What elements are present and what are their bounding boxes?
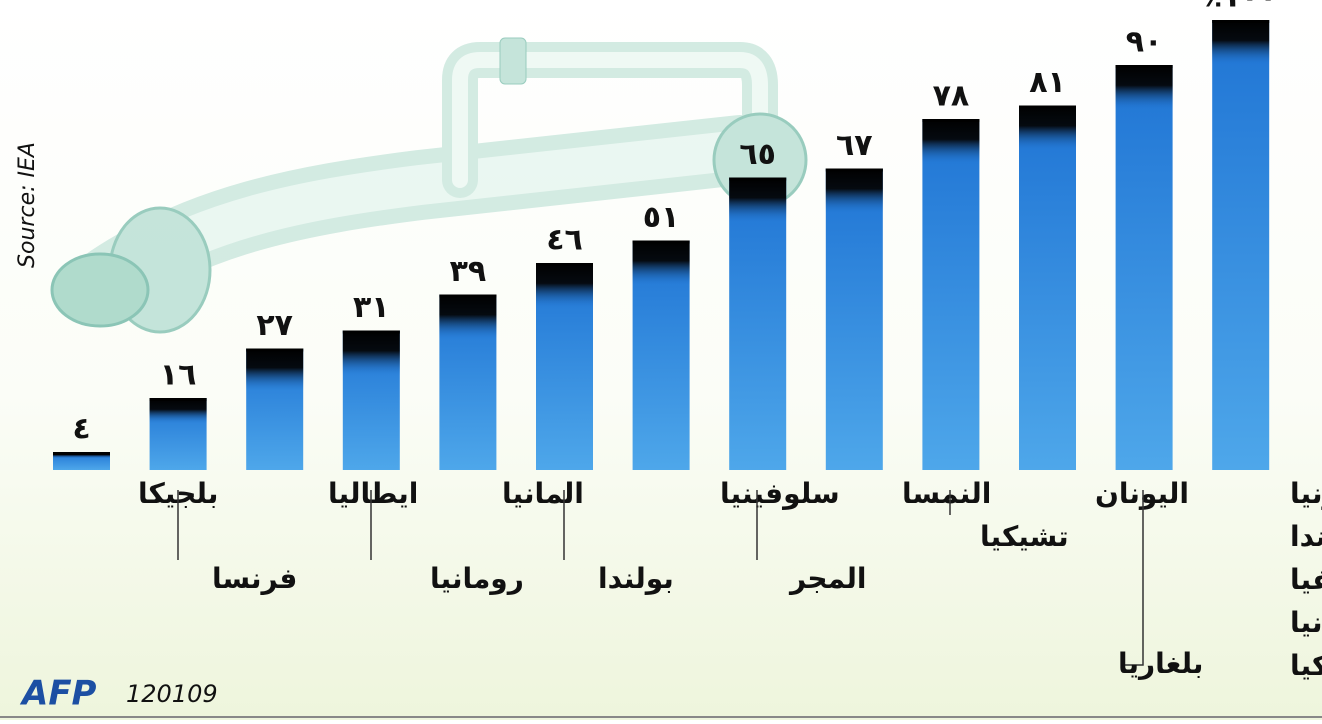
value-label: ٢٧ [256, 308, 293, 343]
value-label: ٣٩ [450, 254, 487, 289]
value-label: ١٦ [160, 358, 197, 393]
category-label: لاتفيا [1290, 563, 1322, 596]
bar-top-shade [536, 263, 593, 308]
category-label: بولندا [598, 562, 674, 595]
credit-code: 120109 [126, 680, 218, 708]
bar-top-shade [729, 178, 786, 223]
bar [1212, 20, 1269, 470]
bar-top-shade [439, 295, 496, 340]
bar-top-shade [150, 398, 207, 423]
category-label: النمسا [902, 477, 991, 510]
category-label: سلوفينيا [720, 477, 840, 510]
category-label: تشيكيا [980, 520, 1069, 553]
category-label: استونيا [1290, 477, 1322, 510]
bar-top-edge [1116, 65, 1173, 68]
bar-top-edge [1019, 106, 1076, 109]
bar-top-edge [1212, 20, 1269, 23]
category-label: المانيا [502, 477, 584, 510]
value-label: ٣١ [353, 290, 390, 325]
value-label: ٤٦ [546, 223, 583, 258]
value-label: ٨١ [1029, 65, 1066, 100]
credit-logo: AFP [19, 674, 97, 714]
bar-top-edge [150, 398, 207, 401]
bar-top-edge [53, 452, 110, 455]
source-note: Source: IEA [15, 142, 40, 268]
bar-top-shade [1212, 20, 1269, 65]
category-label: رومانيا [430, 562, 524, 595]
category-label: فرنسا [212, 562, 297, 595]
bar-top-shade [633, 241, 690, 286]
value-label: ٤ [72, 412, 90, 447]
value-label: ٦٥ [739, 137, 776, 172]
value-label: ٥١ [643, 200, 680, 235]
category-label: بلغاريا [1118, 647, 1203, 680]
bar [922, 119, 979, 470]
category-label: فنلندا [1290, 520, 1322, 553]
bar [826, 169, 883, 471]
bar-top-edge [343, 331, 400, 334]
bar-top-shade [1116, 65, 1173, 110]
bar-top-edge [922, 119, 979, 122]
bar-top-shade [1019, 106, 1076, 151]
bar-top-edge [633, 241, 690, 244]
chart: Source: IEA AFP 120109 ٤بلجيكا١٦فرنسا٢٧ا… [0, 0, 1322, 720]
category-label: المجر [788, 562, 866, 595]
bar [1019, 106, 1076, 471]
bar-top-shade [826, 169, 883, 214]
category-label: ليتوانيا [1290, 606, 1322, 639]
value-label: ١٠٠٪ [1204, 0, 1277, 15]
bar-top-edge [729, 178, 786, 181]
bar-top-edge [439, 295, 496, 298]
bar-top-shade [922, 119, 979, 164]
category-label: سلوفاكيا [1290, 649, 1322, 682]
value-label: ٩٠ [1126, 25, 1163, 60]
bar [1116, 65, 1173, 470]
bar-top-edge [536, 263, 593, 266]
bar-top-edge [246, 349, 303, 352]
bar-top-shade [246, 349, 303, 392]
category-label: اليونان [1095, 477, 1189, 510]
value-label: ٦٧ [836, 128, 873, 163]
bar-top-shade [343, 331, 400, 376]
value-label: ٧٨ [933, 79, 970, 114]
bar-top-edge [826, 169, 883, 172]
category-label: ايطاليا [328, 477, 418, 510]
